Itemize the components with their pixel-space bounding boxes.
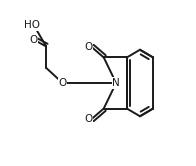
Text: O: O <box>84 114 93 124</box>
Text: O: O <box>84 42 93 52</box>
Text: O: O <box>58 78 67 88</box>
Text: HO: HO <box>24 20 41 30</box>
Text: O: O <box>29 35 37 45</box>
Text: N: N <box>112 78 120 88</box>
